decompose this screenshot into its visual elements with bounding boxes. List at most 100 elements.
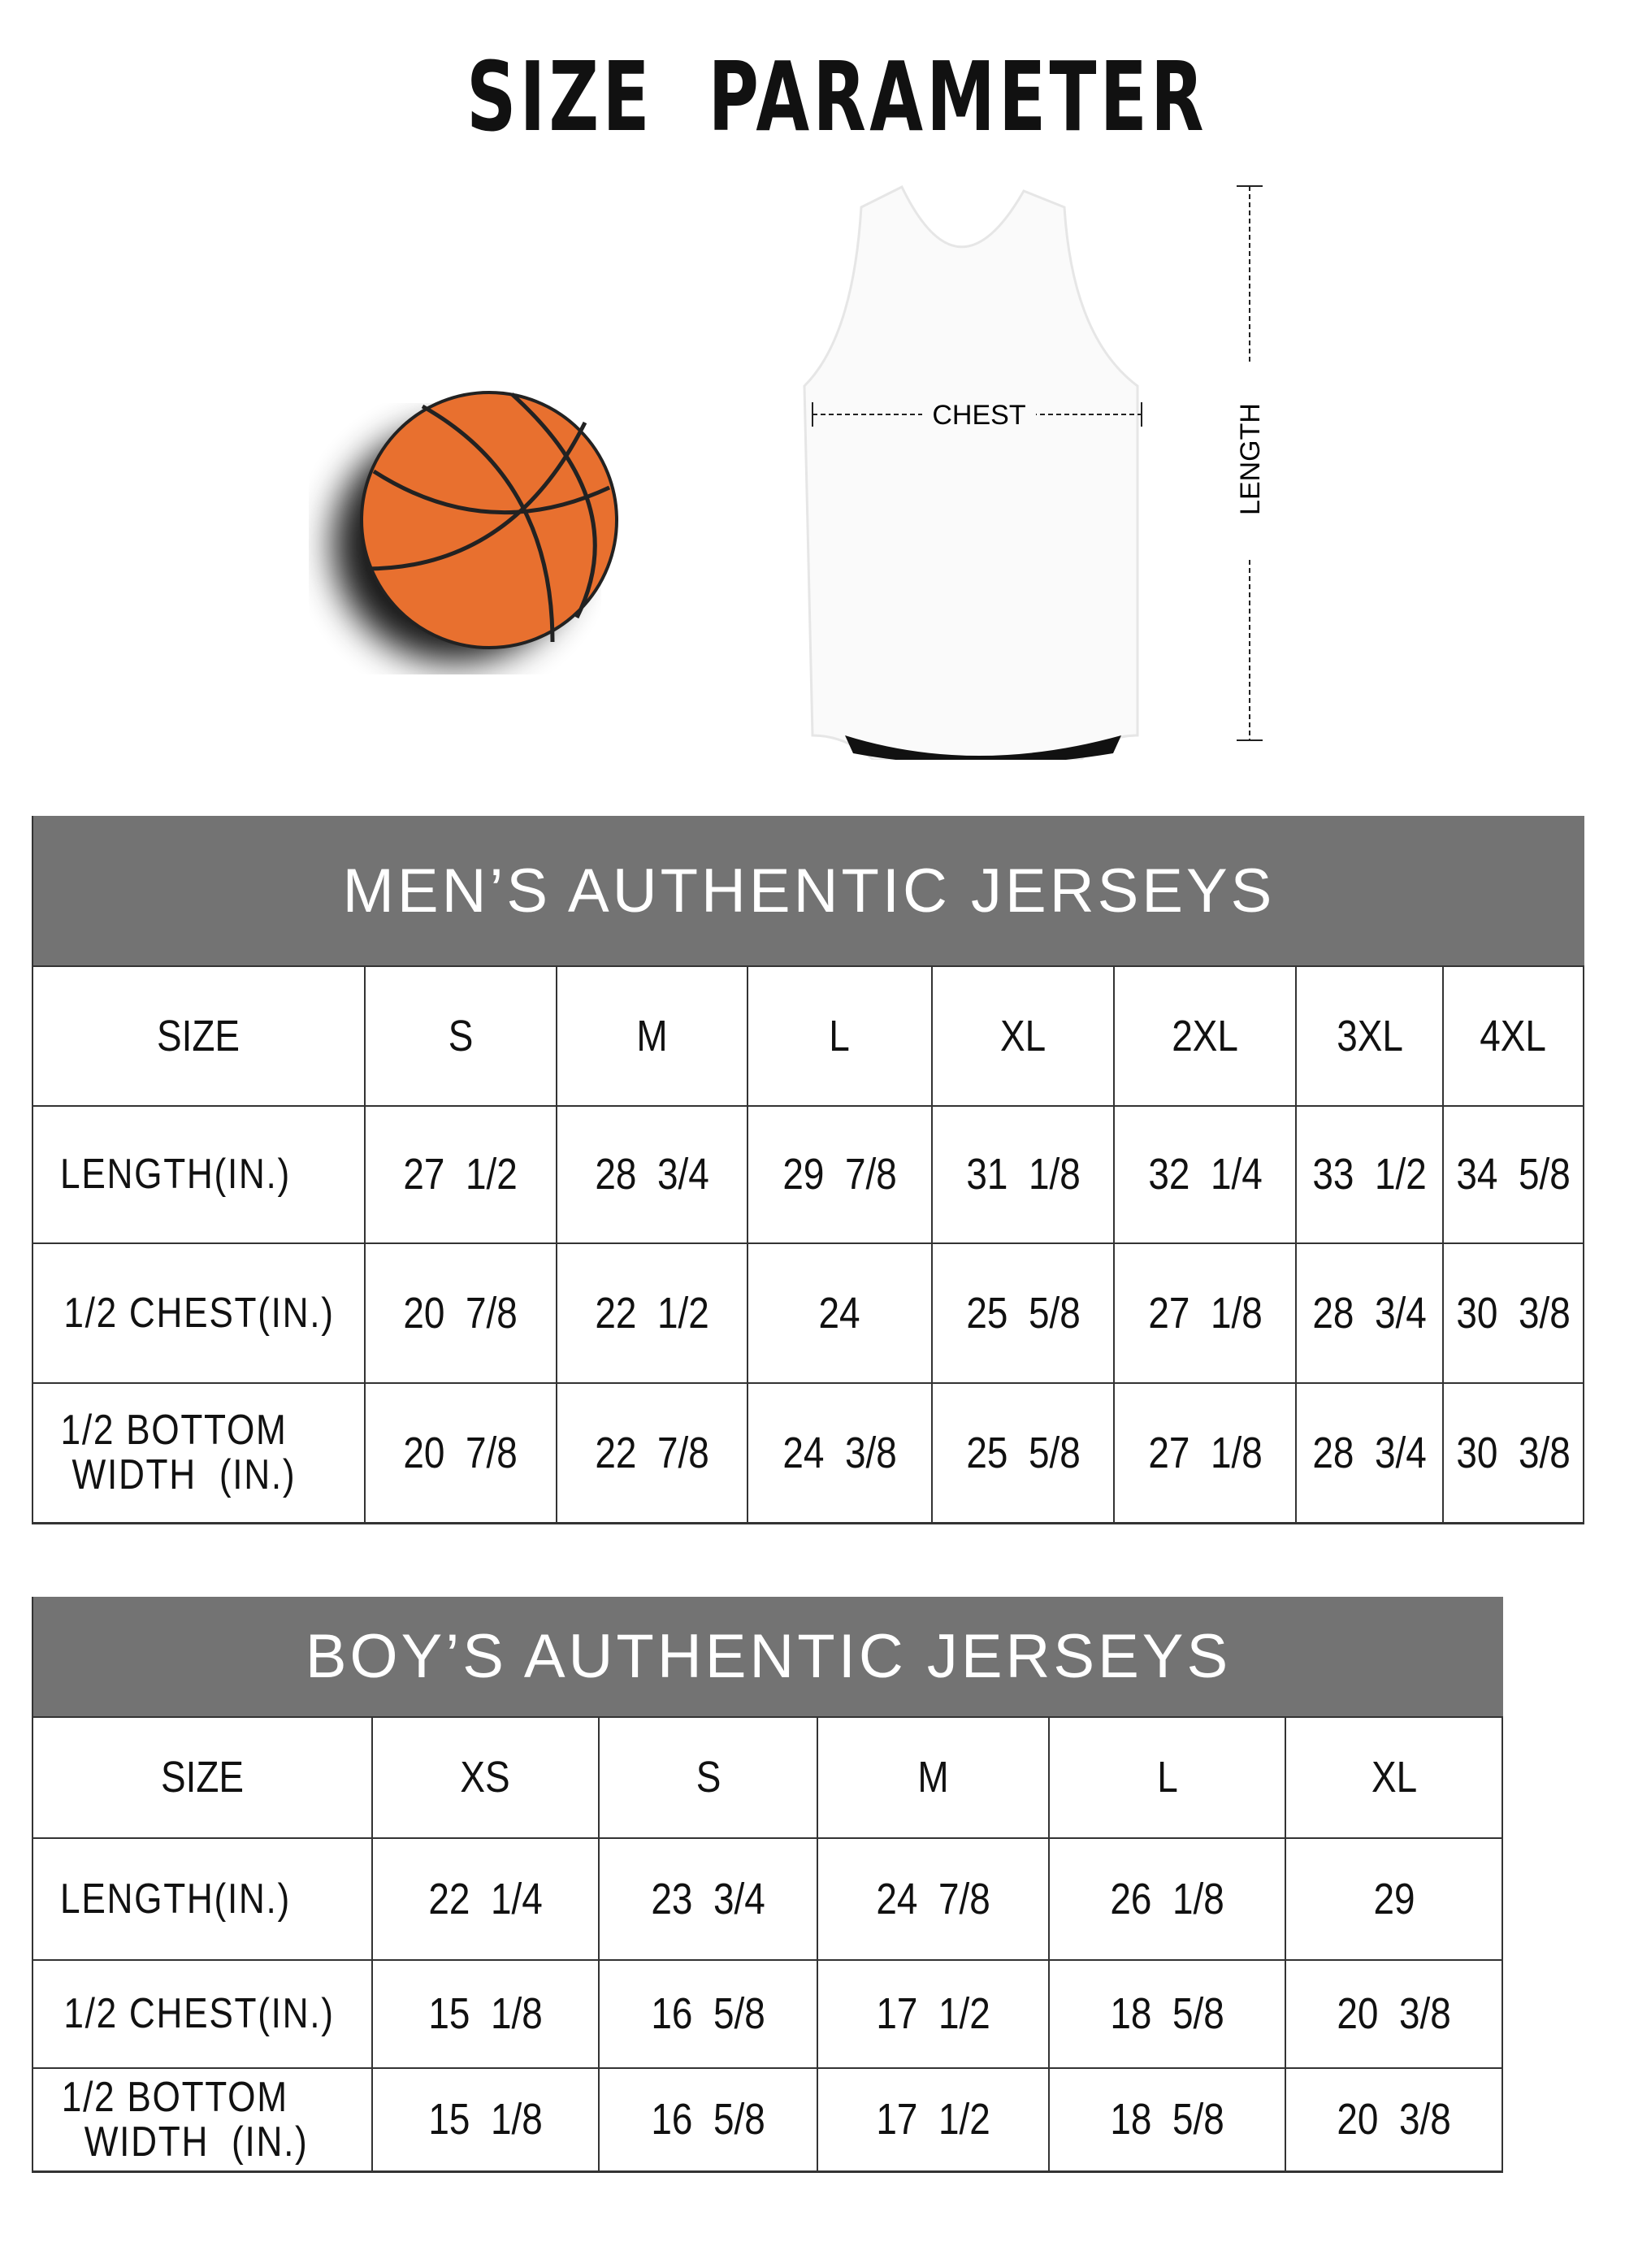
cell-text: 28 3/4	[1312, 1428, 1427, 1477]
cell-text: 3XL	[1336, 1011, 1403, 1060]
header-row: SIZE XS S M L XL	[33, 1716, 1503, 1837]
table-cell: 29 7/8	[748, 1107, 934, 1242]
table-cell: 24 3/8	[748, 1384, 934, 1522]
cell-text: 1/2 CHEST(IN.)	[63, 1990, 335, 2038]
cell-text: XL	[1000, 1011, 1046, 1060]
cell-text: 34 5/8	[1456, 1150, 1571, 1199]
table-cell: 32 1/4	[1115, 1107, 1298, 1242]
table-cell: 22 1/2	[557, 1244, 748, 1382]
cell-text: 24 7/8	[876, 1874, 991, 1923]
table-cell: 22 7/8	[557, 1384, 748, 1522]
cell-text: 17 1/2	[876, 1989, 991, 2039]
header-row: SIZE S M L XL 2XL 3XL 4XL	[33, 965, 1584, 1105]
table-cell: 26 1/8	[1050, 1839, 1287, 1959]
jersey-diagram: CHEST LENGTH	[803, 184, 1268, 760]
table-cell: 2XL	[1115, 967, 1298, 1105]
table-cell: 24	[748, 1244, 934, 1382]
table-cell: 25 5/8	[933, 1244, 1116, 1382]
cell-text: 1/2 CHEST(IN.)	[63, 1289, 335, 1337]
table-row: 1/2 CHEST(IN.) 20 7/8 22 1/2 24 25 5/8 27 1/8…	[33, 1242, 1584, 1382]
cell-text: M	[635, 1011, 668, 1060]
table-cell: 30 3/8	[1444, 1244, 1584, 1382]
table-cell: 22 1/4	[373, 1839, 600, 1959]
table-cell: L	[748, 967, 934, 1105]
table-cell: 31 1/8	[933, 1107, 1116, 1242]
cell-text: 25 5/8	[966, 1288, 1081, 1338]
cell-text: 22 1/4	[427, 1874, 543, 1923]
cell-text: LENGTH(IN.)	[60, 1875, 291, 1923]
table-cell: 30 3/8	[1444, 1384, 1584, 1522]
cell-text: 17 1/2	[876, 2095, 991, 2144]
boys-table-heading: BOY’S AUTHENTIC JERSEYS	[33, 1597, 1503, 1716]
table-cell: S	[366, 967, 557, 1105]
chest-label: CHEST	[932, 400, 1025, 431]
table-cell: 18 5/8	[1050, 1961, 1287, 2067]
cell-text: S	[448, 1011, 474, 1060]
cell-text: S	[696, 1753, 721, 1802]
cell-text: XL	[1371, 1753, 1417, 1802]
cell-text: 22 1/2	[594, 1288, 709, 1338]
cell-text: 26 1/8	[1110, 1874, 1224, 1923]
row-label: LENGTH(IN.)	[33, 1839, 373, 1959]
cell-text: 16 5/8	[651, 1989, 765, 2039]
page-title: SIZE PARAMETER	[466, 41, 1207, 153]
cell-text: 29 7/8	[782, 1150, 897, 1199]
table-row: 1/2 BOTTOM WIDTH (IN.) 15 1/8 16 5/8 17 1/2…	[33, 2067, 1503, 2173]
row-label: SIZE	[33, 1718, 373, 1837]
boys-size-table: BOY’S AUTHENTIC JERSEYS SIZE XS S M L XL LENGT…	[32, 1597, 1503, 2173]
cell-text: 28 3/4	[1312, 1288, 1427, 1338]
mens-size-table: MEN’S AUTHENTIC JERSEYS SIZE S M L XL 2XL 3XL 4…	[32, 816, 1584, 1524]
cell-text: 27 1/2	[403, 1150, 518, 1199]
cell-text: 15 1/8	[427, 2095, 543, 2144]
cell-text: 20 7/8	[403, 1428, 518, 1477]
table-row: LENGTH(IN.) 27 1/2 28 3/4 29 7/8 31 1/8 32 1/…	[33, 1105, 1584, 1242]
table-cell: 20 7/8	[366, 1244, 557, 1382]
cell-text: 18 5/8	[1110, 1989, 1224, 2039]
table-cell: S	[600, 1718, 819, 1837]
cell-text: 27 1/8	[1148, 1428, 1263, 1477]
table-cell: 25 5/8	[933, 1384, 1116, 1522]
cell-text: 29	[1373, 1874, 1415, 1923]
table-cell: 16 5/8	[600, 2069, 819, 2170]
table-cell: 3XL	[1297, 967, 1445, 1105]
basketball-icon	[333, 391, 618, 662]
table-cell: 20 3/8	[1286, 2069, 1503, 2170]
cell-text: 20 7/8	[403, 1288, 518, 1338]
table-cell: L	[1050, 1718, 1287, 1837]
length-label: LENGTH	[1235, 403, 1266, 515]
cell-text: L	[1156, 1753, 1178, 1802]
cell-text: 20 3/8	[1337, 2095, 1451, 2144]
table-cell: 27 1/8	[1115, 1384, 1298, 1522]
cell-text: 27 1/8	[1148, 1288, 1263, 1338]
table-row: 1/2 CHEST(IN.) 15 1/8 16 5/8 17 1/2 18 5/8 20…	[33, 1959, 1503, 2067]
table-cell: 27 1/2	[366, 1107, 557, 1242]
cell-text: 1/2 BOTTOM WIDTH (IN.)	[60, 1407, 297, 1498]
row-label: 1/2 CHEST(IN.)	[33, 1244, 366, 1382]
row-label: SIZE	[33, 967, 366, 1105]
table-cell: 23 3/4	[600, 1839, 819, 1959]
table-cell: 4XL	[1444, 967, 1584, 1105]
table-cell: 18 5/8	[1050, 2069, 1287, 2170]
table-cell: 15 1/8	[373, 2069, 600, 2170]
table-row: LENGTH(IN.) 22 1/4 23 3/4 24 7/8 26 1/8 29	[33, 1837, 1503, 1959]
cell-text: 23 3/4	[651, 1874, 765, 1923]
cell-text: 18 5/8	[1110, 2095, 1224, 2144]
cell-text: 28 3/4	[594, 1150, 709, 1199]
row-label: 1/2 BOTTOM WIDTH (IN.)	[33, 1384, 366, 1522]
table-cell: 28 3/4	[557, 1107, 748, 1242]
cell-text: 2XL	[1172, 1011, 1239, 1060]
table-cell: XS	[373, 1718, 600, 1837]
table-cell: 20 7/8	[366, 1384, 557, 1522]
cell-text: 33 1/2	[1312, 1150, 1427, 1199]
table-cell: 17 1/2	[818, 2069, 1051, 2170]
table-cell: XL	[933, 967, 1116, 1105]
table-cell: 33 1/2	[1297, 1107, 1445, 1242]
table-cell: 15 1/8	[373, 1961, 600, 2067]
table-cell: 16 5/8	[600, 1961, 819, 2067]
table-cell: M	[557, 967, 748, 1105]
cell-text: 31 1/8	[966, 1150, 1081, 1199]
cell-text: LENGTH(IN.)	[60, 1151, 291, 1199]
table-cell: 28 3/4	[1297, 1244, 1445, 1382]
row-label: 1/2 CHEST(IN.)	[33, 1961, 373, 2067]
table-cell: 20 3/8	[1286, 1961, 1503, 2067]
